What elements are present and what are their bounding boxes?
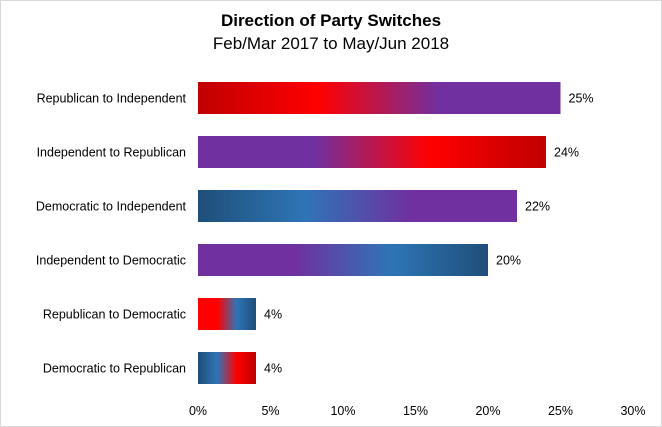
- x-axis-tick-labels: 0% 5% 10% 15% 20% 25% 30%: [189, 404, 646, 418]
- x-tick-label: 30%: [620, 404, 645, 418]
- bar-2: [198, 190, 517, 222]
- bar-3: [198, 244, 488, 276]
- value-label: 4%: [264, 362, 282, 376]
- category-label: Democratic to Independent: [36, 200, 187, 214]
- bars-layer: [198, 82, 561, 384]
- chart-title: Direction of Party Switches: [220, 11, 442, 30]
- bar-5: [198, 352, 256, 384]
- bar-0: [198, 82, 561, 114]
- value-label: 4%: [264, 308, 282, 322]
- category-label: Republican to Democratic: [43, 308, 186, 322]
- value-labels: 25% 24% 22% 20% 4% 4%: [264, 92, 594, 376]
- value-label: 22%: [525, 200, 550, 214]
- bar-1: [198, 136, 546, 168]
- category-label: Independent to Republican: [37, 146, 186, 160]
- x-tick-label: 5%: [261, 404, 279, 418]
- chart-subtitle: Feb/Mar 2017 to May/Jun 2018: [212, 34, 450, 53]
- x-tick-label: 10%: [330, 404, 355, 418]
- x-tick-label: 20%: [475, 404, 500, 418]
- category-labels: Republican to Independent Independent to …: [36, 92, 187, 376]
- x-tick-label: 25%: [548, 404, 573, 418]
- category-label: Republican to Independent: [37, 92, 187, 106]
- x-tick-label: 15%: [403, 404, 428, 418]
- category-label: Democratic to Republican: [43, 362, 186, 376]
- category-label: Independent to Democratic: [36, 254, 186, 268]
- value-label: 25%: [569, 92, 594, 106]
- value-label: 20%: [496, 254, 521, 268]
- value-label: 24%: [554, 146, 579, 160]
- x-tick-label: 0%: [189, 404, 207, 418]
- bar-4: [198, 298, 256, 330]
